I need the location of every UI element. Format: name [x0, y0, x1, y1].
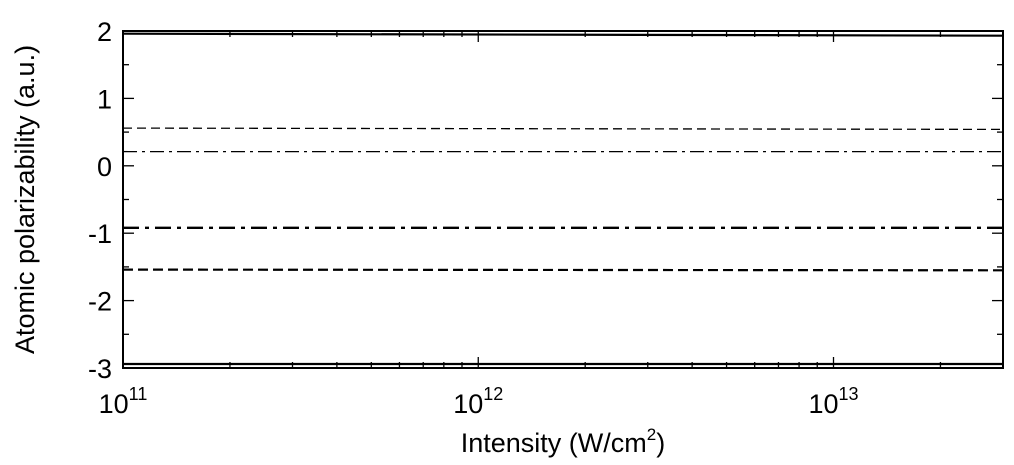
x-axis-label-superscript: 2 — [647, 425, 656, 444]
x-axis-label: Intensity (W/cm2) — [461, 425, 666, 458]
series-layer — [122, 32, 1004, 366]
series-line-5 — [122, 268, 1004, 272]
y-axis-label: Atomic polarizability (a.u.) — [10, 45, 40, 354]
y-tick-label: 1 — [97, 84, 112, 114]
y-tick-label: 0 — [97, 152, 112, 182]
y-tick-label: -3 — [88, 354, 112, 384]
y-tick-label: -2 — [88, 287, 112, 317]
x-tick-label: 1013 — [808, 384, 858, 419]
series-line-1 — [122, 32, 1004, 37]
x-axis-ticks: 1011 1012 1013 — [99, 31, 1004, 419]
y-tick-label: -1 — [88, 219, 112, 249]
plot-frame — [122, 30, 1004, 369]
series-line-2 — [122, 127, 1004, 131]
y-axis-ticks: 2 1 0 -1 -2 -3 — [88, 17, 1003, 384]
x-tick-label: 1012 — [453, 384, 503, 419]
y-tick-label: 2 — [97, 17, 112, 47]
x-tick-label: 1011 — [99, 384, 148, 419]
